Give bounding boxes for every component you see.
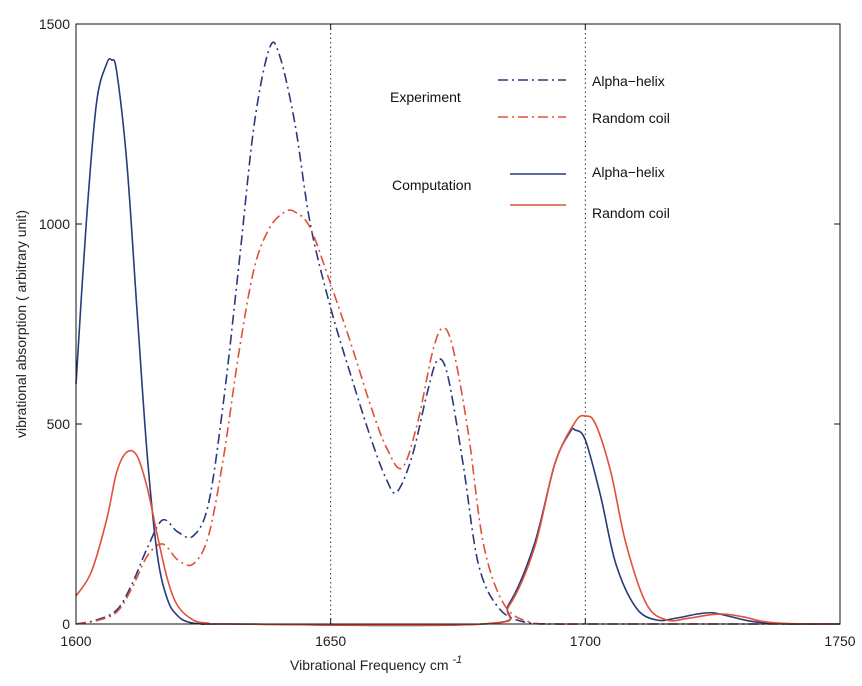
series-computation-alpha-helix bbox=[75, 57, 841, 627]
legend-label-computation-alpha-helix: Alpha−helix bbox=[592, 164, 665, 180]
x-axis-title: Vibrational Frequency cm -1 bbox=[290, 654, 462, 673]
x-tick-label-3: 1750 bbox=[824, 633, 855, 649]
y-tick-label-1: 500 bbox=[47, 416, 71, 432]
y-tick-labels: 0 500 1000 1500 bbox=[39, 16, 70, 632]
legend-group-computation: Computation bbox=[392, 177, 471, 193]
legend-label-experiment-alpha-helix: Alpha−helix bbox=[592, 73, 665, 89]
ticks-layer bbox=[75, 23, 841, 625]
x-tick-label-1: 1650 bbox=[315, 633, 346, 649]
plot-frame bbox=[75, 23, 841, 625]
reference-lines bbox=[330, 24, 586, 624]
legend-group-experiment: Experiment bbox=[390, 89, 461, 105]
legend-label-computation-random-coil: Random coil bbox=[592, 205, 670, 221]
series-experiment-alpha-helix bbox=[75, 41, 840, 625]
series-experiment-random-coil bbox=[75, 209, 840, 625]
x-tick-label-0: 1600 bbox=[60, 633, 91, 649]
x-tick-label-2: 1700 bbox=[570, 633, 601, 649]
legend-label-experiment-random-coil: Random coil bbox=[592, 110, 670, 126]
y-axis-title: vibrational absorption ( arbitrary unit) bbox=[13, 210, 29, 438]
y-tick-label-0: 0 bbox=[62, 616, 70, 632]
legend: Experiment Alpha−helix Random coil Compu… bbox=[390, 73, 670, 221]
x-axis-title-text: Vibrational Frequency cm bbox=[290, 657, 448, 673]
y-tick-label-3: 1500 bbox=[39, 16, 70, 32]
x-axis-title-superscript: -1 bbox=[452, 654, 462, 666]
y-tick-label-2: 1000 bbox=[39, 216, 70, 232]
x-tick-labels: 1600 1650 1700 1750 bbox=[60, 633, 855, 649]
series-computation-random-coil bbox=[75, 414, 841, 627]
series-layer bbox=[75, 41, 841, 627]
